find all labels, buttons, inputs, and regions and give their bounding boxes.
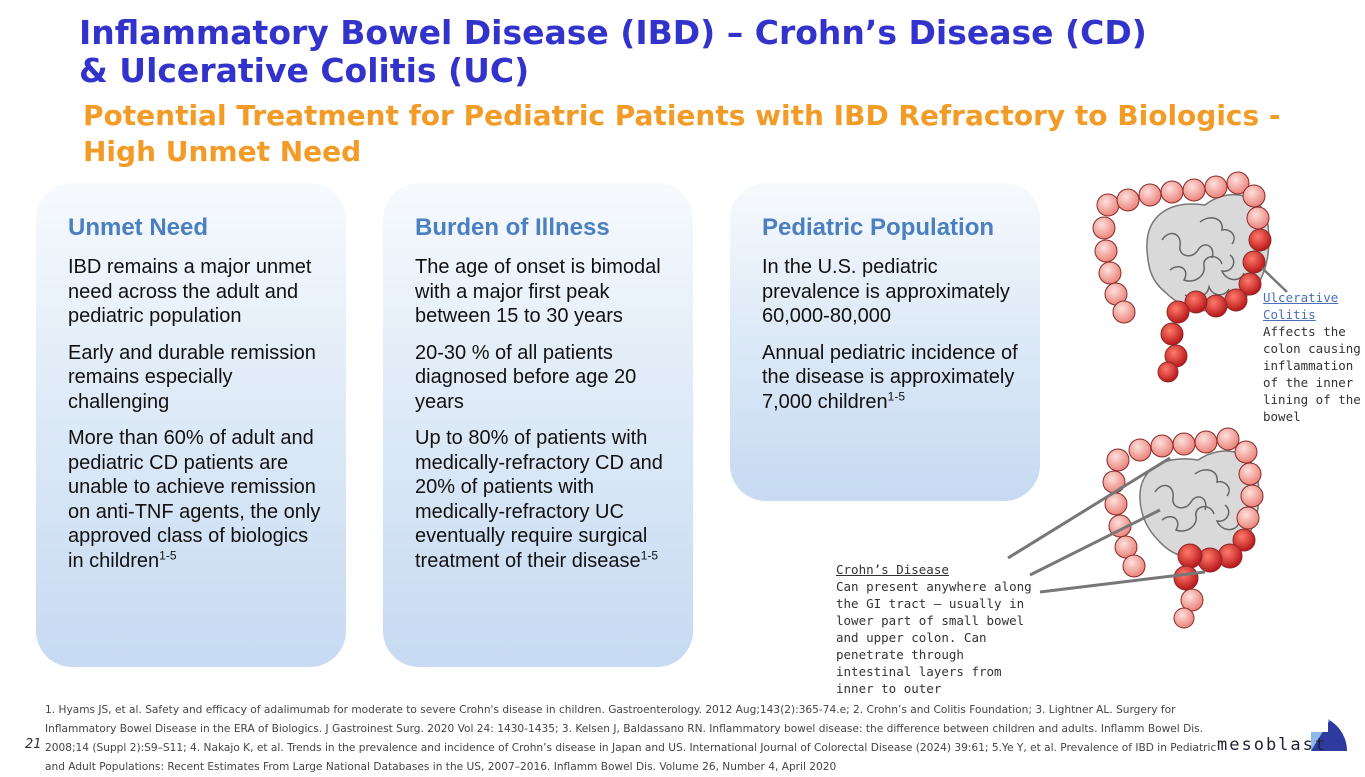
annotation-text: Can present anywhere along the GI tract … [836,579,1032,696]
card-burden-of-illness: Burden of Illness The age of onset is bi… [383,183,693,667]
card-paragraph: More than 60% of adult and pediatric CD … [68,427,321,572]
card-paragraph: Annual pediatric incidence of the diseas… [762,341,1018,413]
crohns-disease-colon-icon [1007,427,1264,629]
card-paragraph: 20-30 % of all patients diagnosed before… [415,341,637,413]
mesoblast-logo-icon [1311,714,1347,751]
annotation-ulcerative-colitis: Ulcerative Colitis Affects the colon cau… [1263,289,1361,425]
page-title: Inflammatory Bowel Disease (IBD) – Crohn… [79,13,1147,90]
card-paragraph: Up to 80% of patients with medically-ref… [415,427,663,572]
page-subtitle: Potential Treatment for Pediatric Patien… [83,99,1281,168]
card-heading: Burden of Illness [415,214,610,241]
annotation-text: Affects the colon causing inflammation o… [1263,324,1361,424]
card-paragraph: In the U.S. pediatric prevalence is appr… [762,256,1010,327]
references: 1. Hyams JS, et al. Safety and efficacy … [45,704,1217,773]
citation-superscript: 1-5 [159,547,177,562]
card-heading: Pediatric Population [762,214,995,241]
citation-superscript: 1-5 [887,388,905,403]
card-heading: Unmet Need [68,214,209,241]
card-pediatric-population: Pediatric Population In the U.S. pediatr… [730,183,1040,501]
brand-name: mesoblast [1217,735,1328,755]
card-paragraph: IBD remains a major unmet need across th… [68,256,312,327]
citation-superscript: 1-5 [640,547,659,562]
ulcerative-colitis-colon-icon [1092,171,1288,383]
card-unmet-need: Unmet Need IBD remains a major unmet nee… [36,183,346,667]
card-paragraph: The age of onset is bimodal with a major… [415,256,661,327]
card-paragraph: Early and durable remission remains espe… [68,341,316,413]
page-number: 21 [25,737,42,752]
annotation-heading: Ulcerative Colitis [1263,290,1339,322]
annotation-heading: Crohn’s Disease [836,562,949,577]
annotation-crohns-disease: Crohn’s Disease Can present anywhere alo… [836,561,1036,697]
